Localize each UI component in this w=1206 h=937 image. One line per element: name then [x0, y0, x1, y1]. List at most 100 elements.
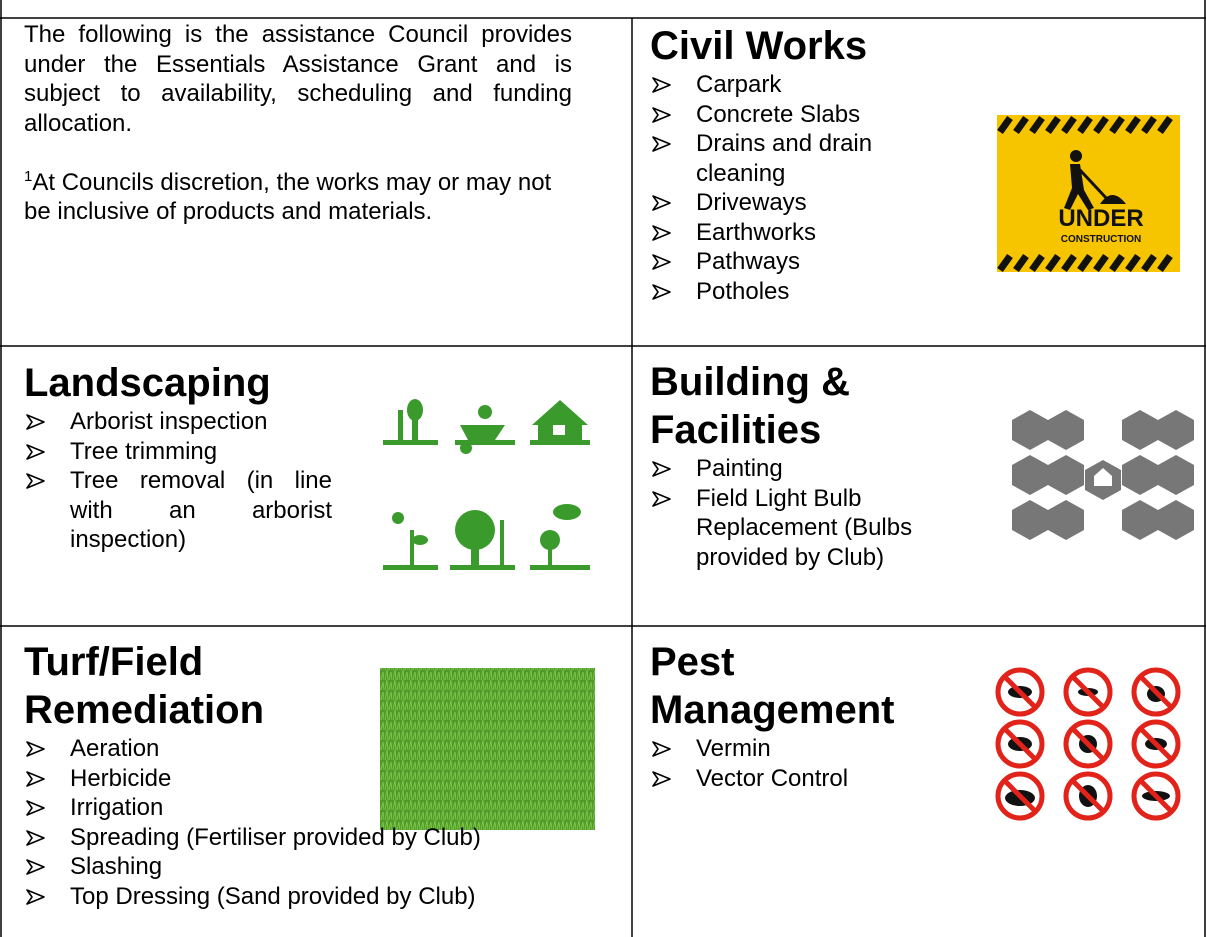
bullet	[652, 136, 671, 152]
item-list: Vermin Vector Control	[650, 734, 986, 793]
list-item: Herbicide	[24, 764, 610, 794]
list-item: Spreading (Fertiliser provided by Club)	[24, 823, 610, 853]
image-text: UNDER	[1058, 205, 1143, 232]
bullet-arrow	[26, 888, 45, 905]
list-item: Drains and drain cleaning	[650, 129, 1050, 188]
bullet-arrow	[652, 741, 671, 757]
bullet-arrow	[652, 283, 671, 300]
item-text: Top Dressing (Sand provided by Club)	[70, 882, 476, 910]
footnote-text: At Councils discretion, the works may or…	[24, 168, 552, 226]
list-item: Concrete Slabs	[650, 100, 1050, 130]
list-item: Painting	[650, 454, 988, 484]
image-text: CONSTRUCTION	[1061, 234, 1142, 245]
item-text: Drains and drain cleaning	[696, 130, 873, 187]
bullet-arrow	[26, 443, 45, 460]
list-item: Irrigation	[24, 793, 610, 823]
bullet	[652, 106, 671, 123]
bullet	[26, 829, 45, 846]
item-text: Vermin	[696, 735, 771, 762]
list-item: Vermin	[650, 734, 986, 764]
pest-image	[995, 667, 1181, 821]
bullet	[652, 195, 671, 211]
bullet	[26, 800, 45, 816]
bullet-arrow	[652, 136, 671, 152]
item-text: Aeration	[70, 735, 160, 762]
footnote-marker: 1	[24, 167, 33, 185]
bullet	[26, 443, 45, 460]
list-item: Aeration	[24, 734, 610, 764]
item-text: Earthworks	[696, 218, 817, 246]
section-title: Landscaping	[24, 361, 271, 405]
bullet-arrow	[652, 770, 671, 787]
bullet	[652, 224, 671, 241]
section-title: Turf/Field Remediation	[24, 640, 265, 732]
item-list: Aeration Herbicide Irrigation Spreading (Fe…	[24, 734, 610, 911]
bullet-arrow	[652, 106, 671, 123]
bullet-arrow	[26, 473, 45, 489]
item-list: Painting Field Light Bulb Replacement (Bu…	[650, 454, 988, 572]
landscaping-image	[383, 399, 590, 570]
bullet-arrow	[26, 741, 45, 757]
item-text: Vector Control	[696, 764, 849, 792]
bullet	[652, 461, 671, 477]
bullet	[652, 741, 671, 757]
item-text: Painting	[696, 455, 783, 482]
item-text: Spreading (Fertiliser provided by Club)	[70, 823, 481, 851]
item-text: Potholes	[696, 277, 790, 305]
bullet-arrow	[652, 195, 671, 211]
list-item: Top Dressing (Sand provided by Club)	[24, 882, 610, 912]
item-text: Slashing	[70, 853, 163, 880]
bullet-arrow	[652, 490, 671, 507]
building-image	[1012, 410, 1194, 540]
bullet-arrow	[26, 859, 45, 875]
bullet	[26, 888, 45, 905]
section-cell: Building & Facilities Painting Field Light…	[650, 358, 988, 572]
bullet	[652, 254, 671, 270]
grass-image	[380, 668, 595, 830]
section-cell: Pest Management Vermin Vector Control	[650, 638, 986, 793]
list-item: Earthworks	[650, 218, 1050, 248]
item-text: Irrigation	[70, 794, 164, 821]
item-list: Arborist inspection Tree trimming Tree rem…	[24, 407, 424, 555]
section-cell: Landscaping Arborist inspection Tree trimm…	[24, 359, 424, 555]
bullet-arrow	[26, 829, 45, 846]
bullet	[26, 473, 45, 489]
item-text: Arborist inspection	[70, 408, 268, 435]
bullet	[652, 283, 671, 300]
intro-text: The following is the assistance Council …	[24, 21, 572, 137]
list-item: Slashing	[24, 852, 610, 882]
bullet-arrow	[26, 770, 45, 787]
bullet-arrow	[26, 800, 45, 816]
bullet-arrow	[652, 77, 671, 93]
list-item: Pathways	[650, 247, 1050, 277]
bullet	[652, 490, 671, 507]
construction-image: UNDER CONSTRUCTION	[997, 115, 1180, 273]
bullet-arrow	[26, 414, 45, 430]
item-text: Tree removal (in line with an arborist i…	[70, 467, 332, 553]
section-cell: Civil Works Carpark Concrete Slabs Drains a…	[650, 22, 1050, 306]
item-text: Tree trimming	[70, 437, 218, 465]
list-item: Arborist inspection	[24, 407, 424, 437]
item-text: Driveways	[696, 189, 807, 216]
bullet	[26, 741, 45, 757]
list-item: Tree trimming	[24, 437, 424, 467]
list-item: Potholes	[650, 277, 1050, 307]
section-cell: Turf/Field Remediation Aeration Herbicide I…	[24, 638, 610, 911]
footnote: 1At Councils discretion, the works may o…	[24, 168, 572, 227]
item-text: Concrete Slabs	[696, 100, 861, 128]
list-item: Driveways	[650, 188, 1050, 218]
item-text: Carpark	[696, 71, 782, 98]
item-text: Field Light Bulb Replacement (Bulbs prov…	[696, 484, 913, 571]
bullet-arrow	[652, 461, 671, 477]
bullet	[26, 859, 45, 875]
bullet	[652, 770, 671, 787]
list-item: Field Light Bulb Replacement (Bulbs prov…	[650, 484, 988, 573]
bullet	[652, 77, 671, 93]
section-title: Pest Management	[650, 640, 895, 732]
list-item: Carpark	[650, 70, 1050, 100]
item-text: Herbicide	[70, 764, 172, 792]
list-item: Tree removal (in line with an arborist i…	[24, 466, 424, 555]
bullet	[26, 770, 45, 787]
